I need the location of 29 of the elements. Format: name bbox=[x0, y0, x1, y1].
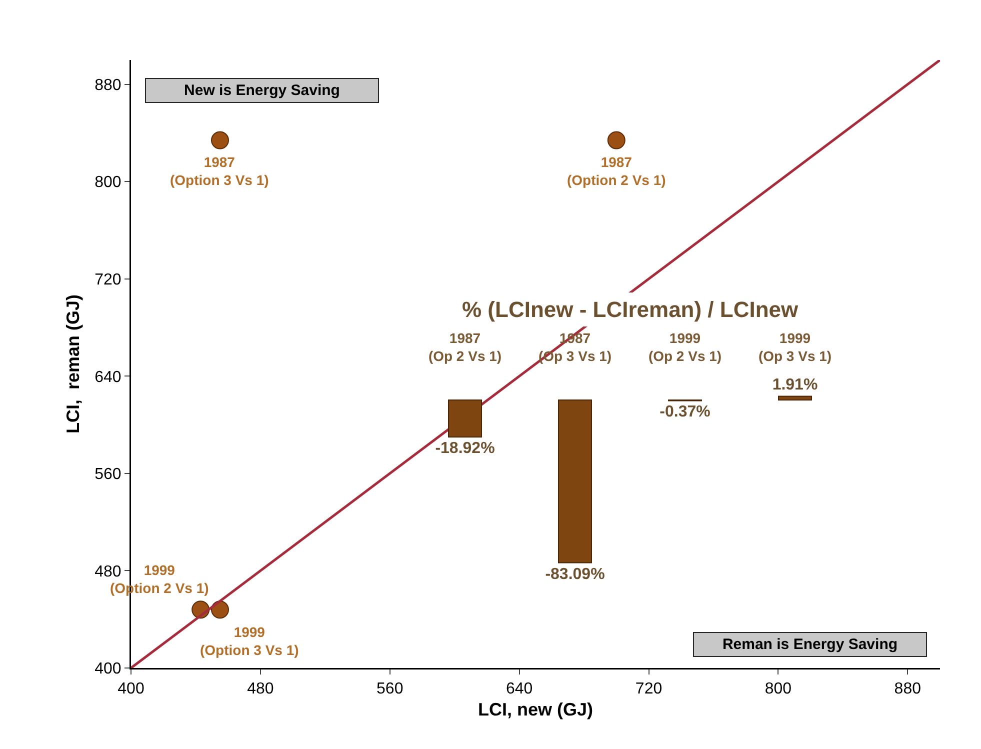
x-tick-label: 1987 (Op 2 Vs 1) bbox=[428, 330, 502, 364]
y-tick-label: 640 bbox=[94, 368, 122, 386]
label-box: New is Energy Saving bbox=[145, 78, 379, 103]
y-tick-label: 880 bbox=[94, 76, 122, 94]
x-tick-label: 480 bbox=[247, 680, 274, 698]
annotation: 1987 (Option 2 Vs 1) bbox=[567, 154, 666, 188]
data-label: -0.37% bbox=[660, 404, 710, 421]
y-tick-label: 400 bbox=[94, 660, 122, 678]
y-axis-title: LCI, reman (GJ) bbox=[63, 294, 84, 434]
data-label: 1.91% bbox=[772, 376, 818, 394]
chart-title: % (LCInew - LCIreman) / LCInew bbox=[462, 297, 800, 322]
annotation: 1987 (Option 3 Vs 1) bbox=[170, 154, 269, 188]
y-tick-label: 800 bbox=[94, 174, 122, 192]
x-tick-label: 720 bbox=[635, 680, 662, 698]
x-tick-label: 400 bbox=[118, 680, 144, 698]
data-label: -18.92% bbox=[435, 440, 495, 458]
x-tick-label: 880 bbox=[894, 680, 922, 698]
x-tick-label: 1999 (Op 2 Vs 1) bbox=[648, 330, 722, 364]
annotation: 1999 (Option 3 Vs 1) bbox=[200, 624, 299, 658]
x-axis-title: LCI, new (GJ) bbox=[478, 700, 594, 720]
x-tick-label: 800 bbox=[764, 680, 792, 698]
x-tick-label: 560 bbox=[376, 680, 404, 698]
y-tick-label: 720 bbox=[94, 271, 122, 288]
label-box: Reman is Energy Saving bbox=[693, 632, 927, 657]
x-tick-label: 640 bbox=[506, 680, 533, 698]
y-tick-label: 560 bbox=[94, 466, 122, 484]
data-label: -83.09% bbox=[545, 566, 605, 583]
y-tick-label: 480 bbox=[94, 563, 122, 580]
x-tick-label: 1999 (Op 3 Vs 1) bbox=[758, 330, 832, 364]
